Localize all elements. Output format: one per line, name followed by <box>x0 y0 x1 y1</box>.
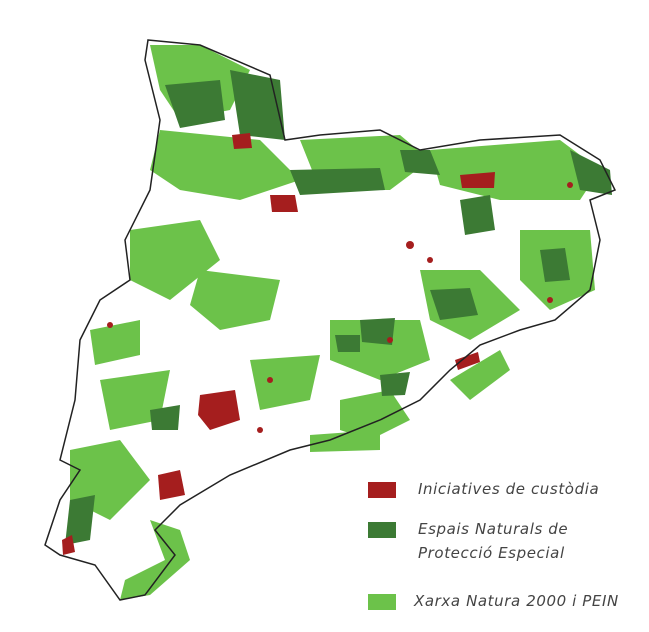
legend-item: Espais Naturals de Protecció Especial <box>368 520 593 565</box>
legend-item: Iniciatives de custòdia <box>368 480 618 501</box>
legend-swatch <box>368 482 396 498</box>
legend-label: Iniciatives de custòdia <box>418 480 600 498</box>
legend-item: Xarxa Natura 2000 i PEIN <box>368 592 649 613</box>
custody-areas <box>62 133 573 555</box>
legend-label: Espais Naturals de Protecció Especial <box>418 520 569 562</box>
protected-areas <box>65 70 612 545</box>
legend-swatch <box>368 594 396 610</box>
legend-swatch <box>368 522 396 538</box>
region-outline <box>44 39 617 601</box>
legend-label: Xarxa Natura 2000 i PEIN <box>414 592 619 610</box>
